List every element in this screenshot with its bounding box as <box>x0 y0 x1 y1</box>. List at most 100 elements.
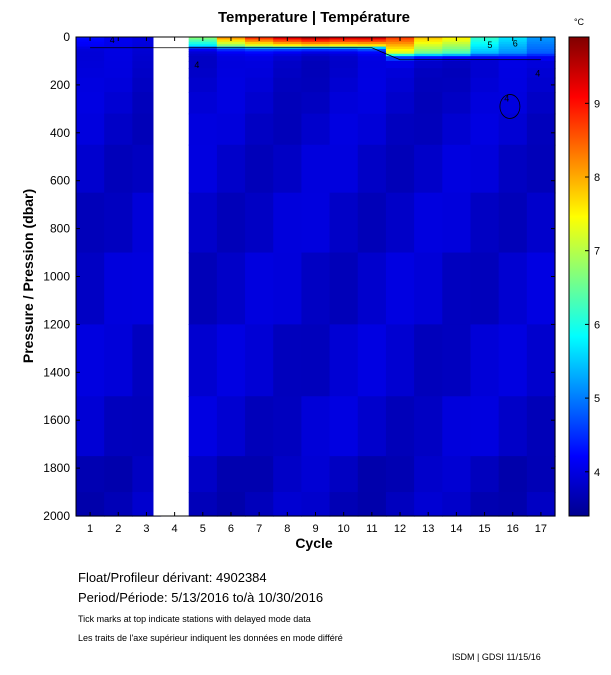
x-axis-label: Cycle <box>295 535 333 551</box>
heatmap-cell <box>442 396 472 457</box>
heatmap-cell <box>329 48 359 52</box>
y-tick-label: 1600 <box>43 413 70 427</box>
colorbar-tick-label: 6 <box>594 319 600 331</box>
heatmap-cell <box>357 113 387 146</box>
heatmap-cell <box>273 51 303 55</box>
heatmap-cell <box>414 41 443 45</box>
heatmap-cell <box>329 60 359 69</box>
heatmap-cell <box>385 44 415 48</box>
heatmap-cell <box>216 252 246 325</box>
heatmap-cell <box>385 192 415 254</box>
heatmap-cell <box>414 144 443 194</box>
heatmap-cell <box>104 113 133 146</box>
heatmap-cell <box>273 396 303 457</box>
heatmap-cell <box>301 41 331 45</box>
heatmap-cell <box>245 92 274 115</box>
heatmap-cell <box>329 92 359 115</box>
heatmap-cell <box>132 51 162 55</box>
heatmap-cell <box>442 41 472 45</box>
y-tick-label: 0 <box>63 30 70 44</box>
heatmap-cell <box>104 92 133 115</box>
heatmap-cell <box>245 252 274 325</box>
heatmap-cell <box>188 456 218 493</box>
heatmap-cell <box>216 41 246 45</box>
period-info: Period/Période: 5/13/2016 to/à 10/30/201… <box>78 590 323 605</box>
heatmap-cell <box>273 41 303 45</box>
heatmap-cell <box>329 77 359 93</box>
heatmap-cell <box>216 92 246 115</box>
heatmap-cell <box>329 51 359 55</box>
heatmap-cell <box>498 68 528 79</box>
heatmap-cell <box>273 113 303 146</box>
heatmap-cell <box>470 77 500 93</box>
x-tick-label: 3 <box>143 523 149 535</box>
heatmap-cell <box>470 53 500 57</box>
heatmap-cell <box>245 41 274 45</box>
heatmap-cell <box>301 396 331 457</box>
heatmap-cell <box>414 113 443 146</box>
heatmap-cell <box>216 68 246 79</box>
heatmap-cell <box>104 324 133 397</box>
heatmap-cell <box>245 56 274 62</box>
heatmap-cell <box>414 44 443 48</box>
heatmap-cell <box>414 324 443 397</box>
heatmap-cell <box>301 92 331 115</box>
x-tick-label: 5 <box>200 523 206 535</box>
contour-lines: 4 4 4 4 5 6 <box>90 35 541 119</box>
heatmap-cell <box>76 41 105 45</box>
heatmap-cell <box>442 53 472 57</box>
heatmap-cell <box>301 113 331 146</box>
heatmap-cell <box>414 396 443 457</box>
x-tick-label: 7 <box>256 523 262 535</box>
x-tick-label: 6 <box>228 523 234 535</box>
heatmap-cell <box>442 252 472 325</box>
heatmap-cell <box>526 192 556 254</box>
heatmap-cell <box>357 252 387 325</box>
heatmap-cell <box>245 396 274 457</box>
heatmap-cell <box>385 41 415 45</box>
heatmap-cell <box>357 456 387 493</box>
heatmap-cell <box>132 53 162 57</box>
y-tick-label: 600 <box>50 174 70 188</box>
heatmap-cell <box>301 68 331 79</box>
heatmap-cell <box>526 144 556 194</box>
heatmap-cell <box>414 192 443 254</box>
heatmap-cell <box>245 48 274 52</box>
heatmap-cell <box>76 77 105 93</box>
heatmap-cell <box>76 56 105 62</box>
heatmap-cell <box>273 144 303 194</box>
heatmap-cell <box>132 56 162 62</box>
y-tick-label: 1400 <box>43 365 70 379</box>
heatmap-cell <box>245 113 274 146</box>
heatmap-cell <box>414 92 443 115</box>
x-tick-label: 10 <box>338 523 350 535</box>
heatmap-cell <box>385 68 415 79</box>
heatmap-cell <box>329 56 359 62</box>
heatmap-cell <box>188 113 218 146</box>
heatmap-cell <box>526 53 556 57</box>
heatmap-cell <box>498 53 528 57</box>
heatmap-cell <box>526 48 556 52</box>
heatmap-cell <box>470 456 500 493</box>
period-sep: to/à <box>232 590 255 605</box>
heatmap-cell <box>526 68 556 79</box>
heatmap-cell <box>245 53 274 57</box>
heatmap-cell <box>414 56 443 62</box>
heatmap-cell <box>104 144 133 194</box>
heatmap-cell <box>301 77 331 93</box>
heatmap-cell <box>216 60 246 69</box>
heatmap-cell <box>273 60 303 69</box>
heatmap-cell <box>442 113 472 146</box>
heatmap-cell <box>442 456 472 493</box>
heatmap-cell <box>216 51 246 55</box>
period-label: Period/Période: <box>78 590 168 605</box>
heatmap-cell <box>442 192 472 254</box>
heatmap-cell <box>76 51 105 55</box>
float-id: 4902384 <box>216 570 267 585</box>
heatmap-cell <box>188 41 218 45</box>
heatmap-cell <box>188 44 218 48</box>
heatmap-cell <box>385 77 415 93</box>
heatmap-cell <box>104 44 133 48</box>
heatmap-cell <box>357 68 387 79</box>
